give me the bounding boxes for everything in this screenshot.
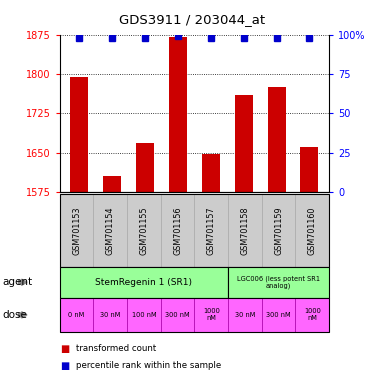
Bar [103,176,121,192]
Text: 30 nM: 30 nM [235,312,255,318]
Text: 0 nM: 0 nM [69,312,85,318]
Text: 100 nM: 100 nM [132,312,156,318]
Bar [202,154,220,192]
Text: GSM701155: GSM701155 [139,206,148,255]
Text: GSM701160: GSM701160 [308,206,317,255]
Text: 1000
nM: 1000 nM [304,308,321,321]
Bar [235,95,253,192]
Text: GSM701154: GSM701154 [106,206,115,255]
Text: GSM701158: GSM701158 [241,206,249,255]
Text: agent: agent [2,277,32,287]
Text: dose: dose [2,310,27,320]
Text: GSM701153: GSM701153 [72,206,81,255]
Text: StemRegenin 1 (SR1): StemRegenin 1 (SR1) [95,278,192,287]
Text: 300 nM: 300 nM [266,312,291,318]
Bar [300,147,318,192]
Text: 1000
nM: 1000 nM [203,308,220,321]
Text: percentile rank within the sample: percentile rank within the sample [76,361,221,370]
Text: transformed count: transformed count [76,344,156,353]
Text: 300 nM: 300 nM [165,312,190,318]
Bar [136,143,154,192]
Text: GSM701156: GSM701156 [173,206,182,255]
Text: ■: ■ [60,344,69,354]
Bar [70,76,89,192]
Text: GSM701157: GSM701157 [207,206,216,255]
Bar [169,37,187,192]
Text: GDS3911 / 203044_at: GDS3911 / 203044_at [119,13,266,26]
Bar [268,87,286,192]
Text: ■: ■ [60,361,69,371]
Text: GSM701159: GSM701159 [274,206,283,255]
Text: LGC006 (less potent SR1
analog): LGC006 (less potent SR1 analog) [237,275,320,289]
Text: 30 nM: 30 nM [100,312,121,318]
